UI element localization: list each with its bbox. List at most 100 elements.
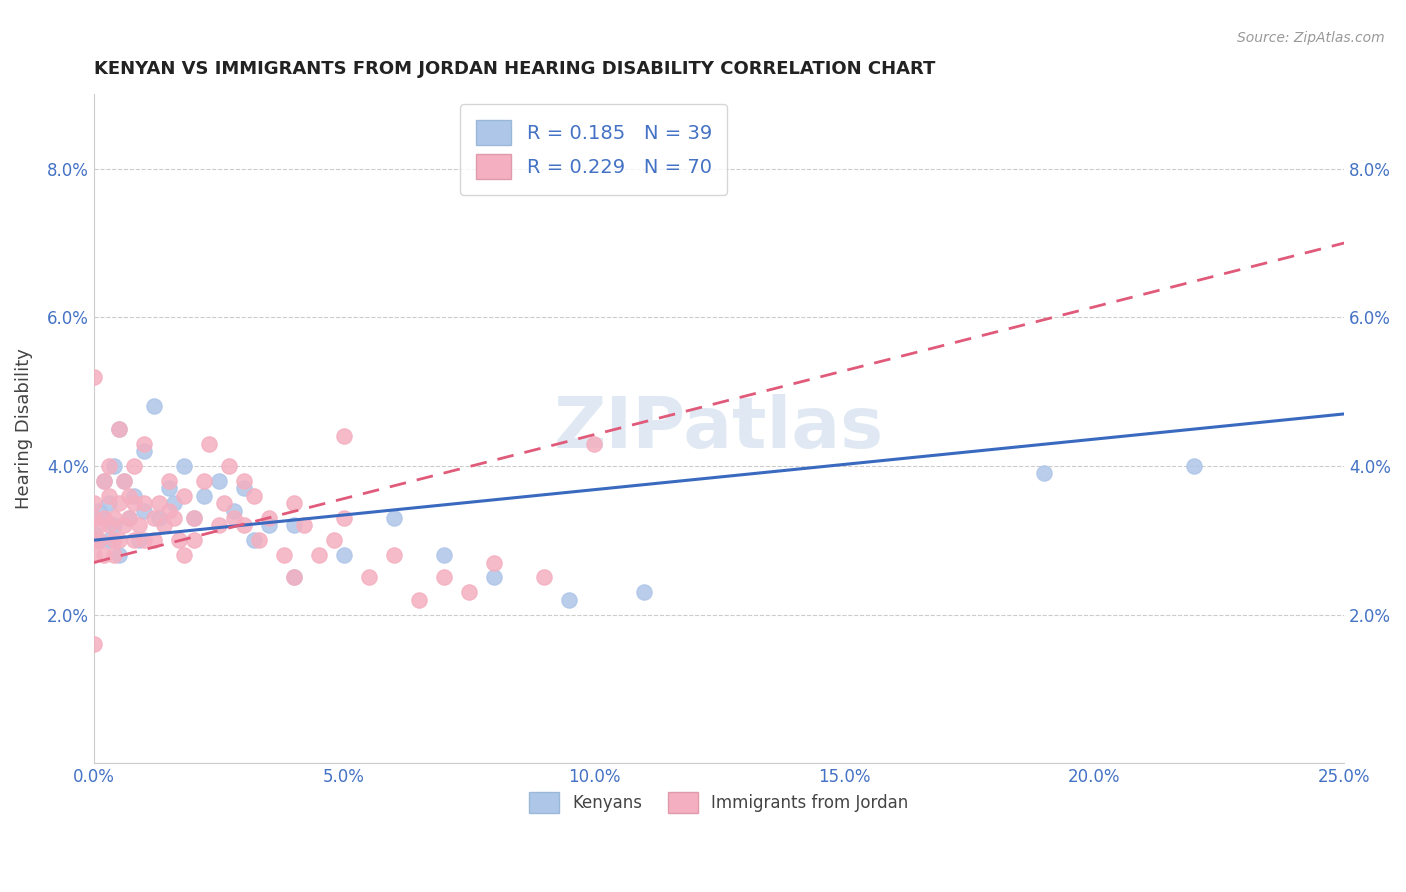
Point bbox=[103, 533, 125, 548]
Point bbox=[357, 570, 380, 584]
Point bbox=[257, 511, 280, 525]
Point bbox=[208, 518, 231, 533]
Point bbox=[382, 548, 405, 562]
Point bbox=[142, 511, 165, 525]
Point bbox=[183, 533, 205, 548]
Point bbox=[107, 496, 129, 510]
Point bbox=[107, 422, 129, 436]
Point bbox=[433, 570, 456, 584]
Point bbox=[128, 518, 150, 533]
Point bbox=[107, 533, 129, 548]
Point bbox=[118, 511, 141, 525]
Point bbox=[152, 518, 174, 533]
Point bbox=[457, 585, 479, 599]
Point bbox=[83, 548, 105, 562]
Point bbox=[87, 503, 110, 517]
Point bbox=[93, 474, 115, 488]
Point bbox=[243, 533, 266, 548]
Point bbox=[633, 585, 655, 599]
Point bbox=[482, 556, 505, 570]
Point bbox=[163, 511, 186, 525]
Point bbox=[83, 496, 105, 510]
Point bbox=[97, 518, 120, 533]
Point bbox=[122, 496, 145, 510]
Point bbox=[148, 511, 170, 525]
Point bbox=[558, 592, 581, 607]
Point bbox=[292, 518, 315, 533]
Point bbox=[132, 503, 155, 517]
Point bbox=[212, 496, 235, 510]
Point bbox=[283, 570, 305, 584]
Point bbox=[103, 548, 125, 562]
Point bbox=[148, 496, 170, 510]
Point bbox=[408, 592, 430, 607]
Point bbox=[232, 474, 254, 488]
Point bbox=[283, 496, 305, 510]
Point bbox=[193, 489, 215, 503]
Point bbox=[103, 518, 125, 533]
Point bbox=[308, 548, 330, 562]
Point bbox=[83, 369, 105, 384]
Point bbox=[163, 496, 186, 510]
Point bbox=[222, 511, 245, 525]
Text: KENYAN VS IMMIGRANTS FROM JORDAN HEARING DISABILITY CORRELATION CHART: KENYAN VS IMMIGRANTS FROM JORDAN HEARING… bbox=[94, 60, 935, 78]
Point bbox=[122, 533, 145, 548]
Point bbox=[83, 533, 105, 548]
Point bbox=[132, 436, 155, 450]
Point bbox=[142, 400, 165, 414]
Point bbox=[247, 533, 270, 548]
Point bbox=[157, 481, 180, 495]
Point bbox=[122, 489, 145, 503]
Point bbox=[118, 511, 141, 525]
Point bbox=[132, 533, 155, 548]
Point bbox=[533, 570, 555, 584]
Point bbox=[183, 511, 205, 525]
Point bbox=[97, 533, 120, 548]
Point bbox=[173, 548, 195, 562]
Text: ZIPatlas: ZIPatlas bbox=[554, 394, 884, 463]
Point bbox=[157, 474, 180, 488]
Point bbox=[107, 548, 129, 562]
Point bbox=[173, 458, 195, 473]
Point bbox=[122, 458, 145, 473]
Y-axis label: Hearing Disability: Hearing Disability bbox=[15, 349, 32, 509]
Point bbox=[93, 511, 115, 525]
Point bbox=[157, 503, 180, 517]
Point bbox=[132, 444, 155, 458]
Point bbox=[273, 548, 295, 562]
Point bbox=[283, 570, 305, 584]
Point bbox=[1033, 467, 1056, 481]
Point bbox=[208, 474, 231, 488]
Point bbox=[97, 458, 120, 473]
Point bbox=[167, 533, 190, 548]
Point bbox=[257, 518, 280, 533]
Point bbox=[97, 496, 120, 510]
Point bbox=[193, 474, 215, 488]
Point bbox=[232, 481, 254, 495]
Point bbox=[112, 474, 135, 488]
Point bbox=[93, 548, 115, 562]
Point bbox=[382, 511, 405, 525]
Point bbox=[173, 489, 195, 503]
Point bbox=[112, 474, 135, 488]
Point bbox=[183, 511, 205, 525]
Point bbox=[103, 458, 125, 473]
Point bbox=[93, 511, 115, 525]
Point bbox=[222, 503, 245, 517]
Point bbox=[218, 458, 240, 473]
Point bbox=[118, 489, 141, 503]
Text: Source: ZipAtlas.com: Source: ZipAtlas.com bbox=[1237, 31, 1385, 45]
Point bbox=[333, 548, 356, 562]
Point bbox=[87, 533, 110, 548]
Point bbox=[433, 548, 456, 562]
Point bbox=[1182, 458, 1205, 473]
Point bbox=[87, 518, 110, 533]
Point bbox=[197, 436, 219, 450]
Point bbox=[128, 533, 150, 548]
Point bbox=[97, 489, 120, 503]
Point bbox=[232, 518, 254, 533]
Point bbox=[112, 518, 135, 533]
Point bbox=[333, 511, 356, 525]
Point bbox=[582, 436, 605, 450]
Point bbox=[132, 496, 155, 510]
